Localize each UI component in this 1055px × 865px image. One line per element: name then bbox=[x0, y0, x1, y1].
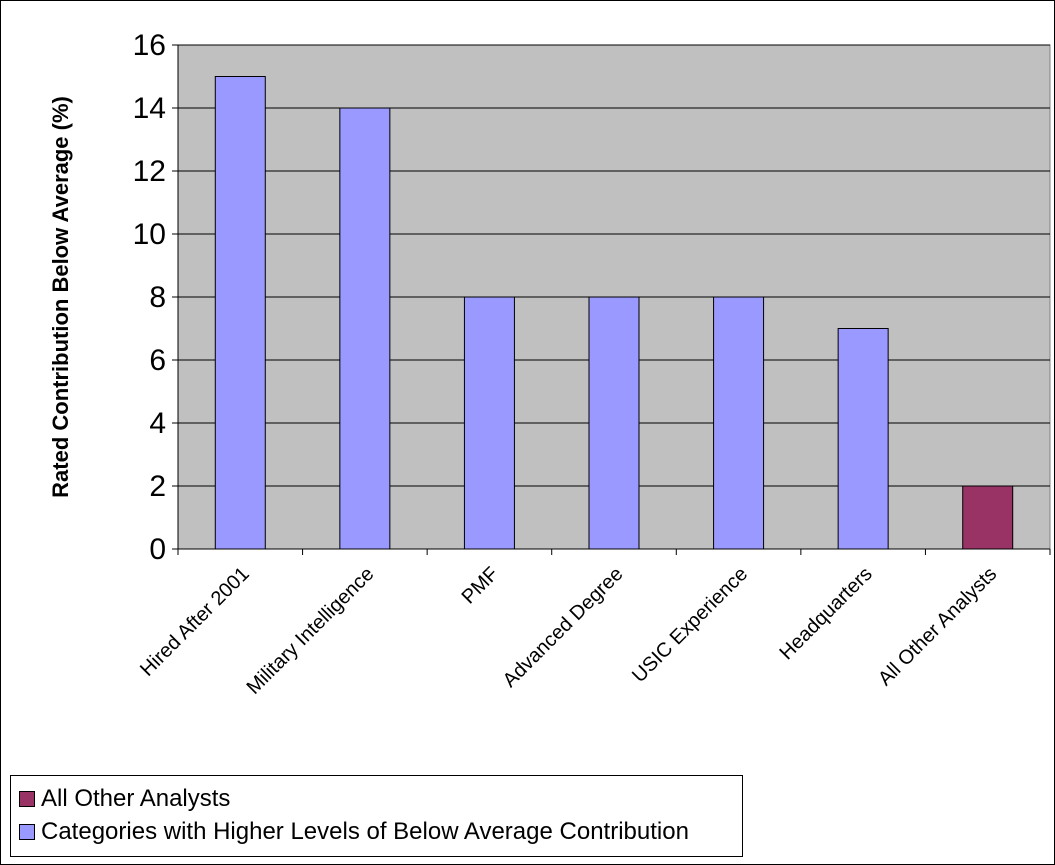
y-tick-label: 12 bbox=[133, 155, 166, 188]
legend-item-higher-levels: Categories with Higher Levels of Below A… bbox=[19, 817, 689, 847]
x-tick-label: Military Intelligence bbox=[243, 563, 379, 699]
bar bbox=[214, 76, 266, 550]
x-tick-label: Advanced Degree bbox=[499, 563, 628, 692]
y-tick-label: 8 bbox=[149, 281, 166, 314]
y-axis-title: Rated Contribution Below Average (%) bbox=[48, 96, 73, 498]
legend-swatch-higher-levels bbox=[19, 824, 35, 840]
legend-swatch-all-other-analysts bbox=[19, 791, 35, 807]
y-tick-label: 4 bbox=[149, 407, 166, 440]
y-tick-label: 0 bbox=[149, 533, 166, 566]
bar bbox=[463, 296, 515, 550]
y-tick-label: 6 bbox=[149, 344, 166, 377]
bar bbox=[339, 107, 391, 550]
axes bbox=[172, 44, 1051, 555]
y-tick-labels: 0 2 4 6 8 10 12 14 16 bbox=[133, 29, 166, 566]
bar bbox=[837, 328, 889, 550]
legend-label-all-other-analysts: All Other Analysts bbox=[41, 785, 231, 812]
y-tick-label: 2 bbox=[149, 470, 166, 503]
x-tick-label: Hired After 2001 bbox=[136, 563, 254, 681]
y-tick-label: 10 bbox=[133, 218, 166, 251]
legend: All Other Analysts Categories with Highe… bbox=[10, 775, 743, 857]
x-tick-label: All Other Analysts bbox=[874, 563, 1001, 690]
legend-label-higher-levels: Categories with Higher Levels of Below A… bbox=[41, 818, 689, 845]
x-tick-label: USIC Experience bbox=[628, 563, 752, 687]
x-tick-label: PMF bbox=[458, 563, 503, 608]
x-tick-label: Headquarters bbox=[775, 563, 876, 664]
bars bbox=[214, 76, 1014, 550]
y-tick-label: 16 bbox=[133, 29, 166, 62]
y-tick-label: 14 bbox=[133, 92, 166, 125]
bar bbox=[962, 485, 1014, 550]
bar bbox=[588, 296, 640, 550]
bar bbox=[713, 296, 765, 550]
legend-item-all-other-analysts: All Other Analysts bbox=[19, 784, 230, 814]
